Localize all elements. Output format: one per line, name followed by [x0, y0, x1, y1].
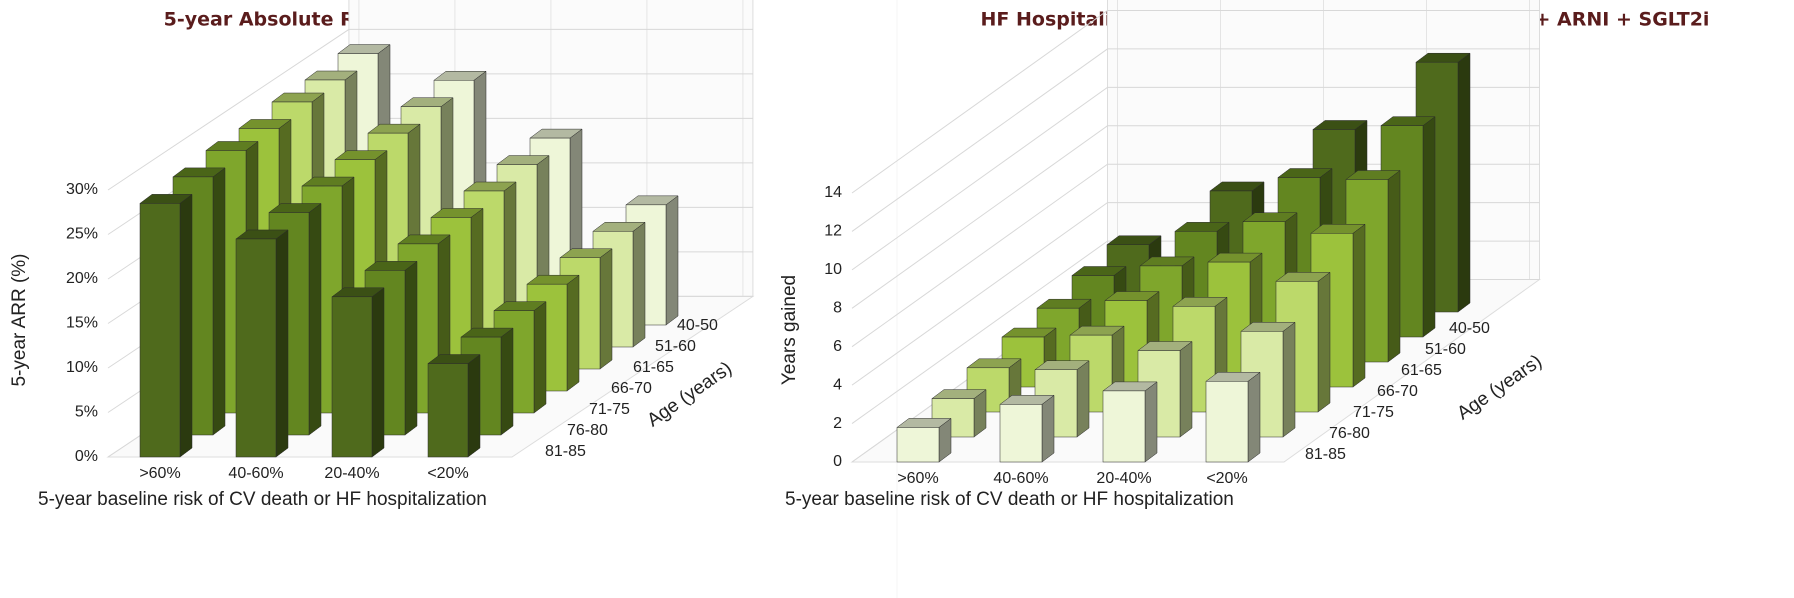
bar-side [1179, 341, 1193, 438]
legend-label: 71-75 [589, 401, 630, 418]
x-tick-label: 20-40% [324, 465, 379, 482]
y-tick-label: 0% [75, 448, 98, 465]
grid-line [107, 28, 753, 191]
grid-line [851, 48, 1540, 232]
y-tick-label: 5% [75, 404, 98, 421]
bar-group [1345, 169, 1401, 363]
legend-label: 71-75 [1353, 404, 1394, 421]
bar [235, 238, 277, 458]
bar-group [1137, 341, 1193, 438]
bar-side [1041, 394, 1055, 463]
bar-group [1102, 381, 1158, 463]
bar [1102, 390, 1146, 463]
bar-group [235, 229, 289, 458]
bar-group [493, 301, 547, 414]
bar [331, 296, 373, 458]
bar-side [533, 301, 547, 414]
legend-label: 76-80 [567, 422, 608, 439]
y-tick-label: 0 [833, 453, 842, 470]
y-tick-label: 20% [66, 270, 98, 287]
bar-group [331, 287, 385, 458]
x-tick-label: >60% [139, 465, 180, 482]
bar-group [896, 417, 952, 463]
bar [139, 203, 181, 458]
legend-label: 76-80 [1329, 425, 1370, 442]
bar-side [1144, 381, 1158, 463]
bar-side [275, 229, 289, 458]
bar-side [212, 167, 226, 436]
bar-side [1457, 52, 1471, 313]
bar-group [931, 389, 987, 438]
bar-side [566, 274, 580, 392]
bar-side [371, 287, 385, 458]
legend-label: 51-60 [655, 338, 696, 355]
bar-side [1282, 321, 1296, 438]
bar-group [1205, 371, 1261, 463]
legend-label: 66-70 [1377, 383, 1418, 400]
bar-side [599, 248, 613, 370]
y-axis-label: 5-year ARR (%) [9, 253, 30, 386]
y-tick-label: 10 [824, 261, 842, 278]
bar-side [404, 260, 418, 436]
legend-label: 66-70 [611, 380, 652, 397]
x-tick-label: <20% [427, 465, 468, 482]
y-tick-label: 4 [833, 376, 842, 393]
grid-line [851, 86, 1540, 271]
bar-side [308, 203, 322, 436]
y-tick-label: 2 [833, 415, 842, 432]
legend-label: 81-85 [545, 443, 586, 460]
bar [1205, 381, 1249, 463]
y-tick-label: 14 [824, 184, 842, 201]
bar-side [1076, 360, 1090, 438]
bar-group [427, 354, 481, 458]
legend-label: 81-85 [1305, 446, 1346, 463]
bar-side [1247, 371, 1261, 463]
legend-label: 51-60 [1425, 341, 1466, 358]
y-tick-label: 15% [66, 315, 98, 332]
bar-side [1317, 271, 1331, 413]
bar-side [179, 193, 193, 458]
legend-label: 40-50 [1449, 320, 1490, 337]
x-tick-label: >60% [897, 470, 938, 487]
y-axis-label: Years gained [779, 275, 800, 385]
bar [896, 427, 940, 463]
bar-side [500, 327, 514, 436]
y-tick-label: 12 [824, 223, 842, 240]
legend-label: 40-50 [677, 317, 718, 334]
bar-group [999, 394, 1055, 463]
bar-group [139, 193, 193, 458]
y-tick-label: 25% [66, 226, 98, 243]
x-tick-label: <20% [1206, 470, 1247, 487]
bar-group [1415, 52, 1471, 313]
y-tick-label: 10% [66, 359, 98, 376]
x-tick-label: 20-40% [1096, 470, 1151, 487]
grid-line [851, 10, 1540, 194]
bar [427, 363, 469, 458]
bar-side [467, 354, 481, 458]
legend-label: 61-65 [1401, 362, 1442, 379]
x-axis-label: 5-year baseline risk of CV death or HF h… [38, 489, 487, 510]
y-tick-label: 30% [66, 181, 98, 198]
bar-side [1352, 223, 1366, 388]
bar-side [1387, 169, 1401, 363]
bar-side [632, 221, 646, 348]
bar-side [665, 195, 679, 326]
y-tick-label: 8 [833, 300, 842, 317]
y-tick-label: 6 [833, 338, 842, 355]
bar [999, 404, 1043, 463]
x-tick-label: 40-60% [228, 465, 283, 482]
x-axis-label: 5-year baseline risk of CV death or HF h… [785, 489, 1234, 510]
legend-label: 61-65 [633, 359, 674, 376]
x-tick-label: 40-60% [993, 470, 1048, 487]
bar-side [1422, 116, 1436, 338]
bar-group [460, 327, 514, 436]
